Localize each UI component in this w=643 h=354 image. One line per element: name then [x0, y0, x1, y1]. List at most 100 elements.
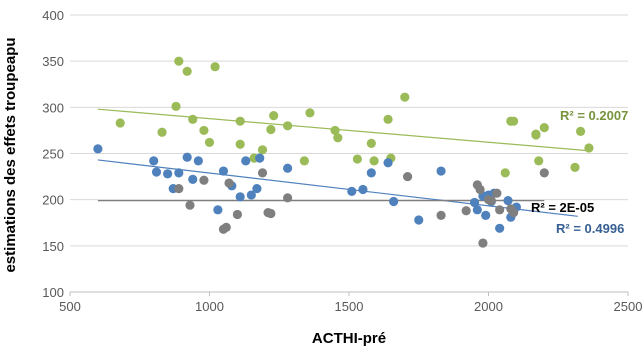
point-gray: [475, 184, 485, 195]
r2-label-gray: R² = 2E-05: [531, 200, 594, 215]
point-green: [509, 116, 519, 126]
x-tick-label: 1000: [195, 299, 224, 314]
point-gray: [402, 171, 413, 182]
point-green: [115, 118, 125, 128]
y-axis-title: estimations des effets troupeapu: [2, 37, 19, 272]
x-tick-label: 500: [59, 299, 81, 314]
point-gray: [539, 168, 549, 178]
point-blue: [235, 192, 245, 202]
point-gray: [461, 206, 471, 216]
point-green: [366, 138, 376, 148]
point-gray: [478, 238, 488, 248]
point-blue: [151, 167, 162, 177]
point-blue: [246, 190, 256, 200]
point-blue: [436, 166, 446, 176]
point-blue: [414, 215, 424, 225]
point-green: [352, 154, 362, 164]
point-green: [500, 168, 510, 178]
point-green: [570, 162, 580, 172]
point-green: [534, 156, 544, 166]
point-green: [157, 127, 167, 137]
point-green: [235, 139, 245, 149]
point-gray: [232, 209, 242, 220]
point-blue: [383, 158, 393, 168]
data-points: [93, 56, 594, 248]
point-gray: [224, 178, 234, 188]
point-gray: [509, 207, 519, 218]
point-blue: [503, 195, 513, 206]
y-tick-label: 400: [42, 8, 64, 23]
point-blue: [283, 163, 293, 173]
point-gray: [257, 168, 268, 178]
point-green: [575, 126, 586, 136]
point-green: [204, 137, 215, 148]
point-gray: [492, 188, 502, 198]
point-gray: [174, 183, 184, 194]
axes: 100 150 200 250 300 350 400 500 1000 1500 2000 2500: [42, 8, 642, 314]
trendline-green: [97, 108, 589, 152]
point-green: [584, 143, 594, 153]
point-green: [531, 129, 541, 139]
point-blue: [495, 223, 505, 233]
point-green: [182, 66, 192, 76]
r2-labels: R² = 0.2007 R² = 0.4996 R² = 2E-05: [531, 108, 628, 236]
point-blue: [469, 197, 480, 208]
point-blue: [389, 196, 399, 207]
point-green: [188, 114, 198, 124]
point-green: [269, 111, 279, 121]
point-blue: [481, 210, 491, 220]
point-green: [299, 156, 309, 166]
point-gray: [221, 222, 231, 232]
point-gray: [266, 208, 276, 219]
point-blue: [252, 183, 262, 194]
point-green: [400, 92, 410, 102]
point-green: [174, 56, 184, 66]
point-green: [171, 101, 181, 112]
point-green: [235, 116, 245, 126]
x-tick-label: 2000: [474, 299, 503, 314]
point-gray: [185, 200, 195, 210]
point-green: [330, 125, 340, 136]
point-blue: [93, 144, 103, 154]
point-blue: [472, 205, 482, 215]
x-tick-label: 1500: [335, 299, 364, 314]
point-blue: [347, 186, 357, 196]
point-gray: [486, 195, 496, 206]
y-tick-label: 100: [42, 285, 64, 300]
point-gray: [283, 193, 293, 203]
point-blue: [193, 156, 203, 166]
point-green: [369, 156, 379, 166]
point-blue: [218, 166, 229, 176]
gridlines: [70, 14, 628, 247]
point-gray: [199, 175, 209, 185]
point-blue: [163, 169, 173, 179]
x-axis-title: ACTHI-pré: [312, 330, 386, 347]
x-tick-label: 2500: [614, 299, 643, 314]
y-tick-label: 350: [42, 54, 64, 69]
point-blue: [366, 168, 376, 178]
r2-label-blue: R² = 0.4996: [556, 221, 624, 236]
point-blue: [213, 205, 223, 215]
point-blue: [174, 168, 184, 178]
point-green: [283, 121, 293, 131]
y-tick-label: 200: [42, 193, 64, 208]
point-green: [383, 114, 393, 124]
y-tick-label: 250: [42, 147, 64, 162]
point-green: [539, 123, 549, 133]
y-tick-label: 300: [42, 100, 64, 115]
point-green: [199, 125, 209, 136]
point-green: [333, 133, 343, 143]
point-blue: [182, 152, 192, 162]
point-gray: [495, 205, 505, 215]
point-blue: [358, 184, 368, 195]
point-green: [257, 145, 268, 155]
point-blue: [241, 156, 251, 166]
r2-label-green: R² = 0.2007: [560, 108, 628, 123]
point-green: [266, 124, 276, 135]
point-green: [305, 108, 315, 118]
point-blue: [149, 156, 159, 166]
point-blue: [255, 153, 265, 163]
point-blue: [188, 174, 198, 184]
